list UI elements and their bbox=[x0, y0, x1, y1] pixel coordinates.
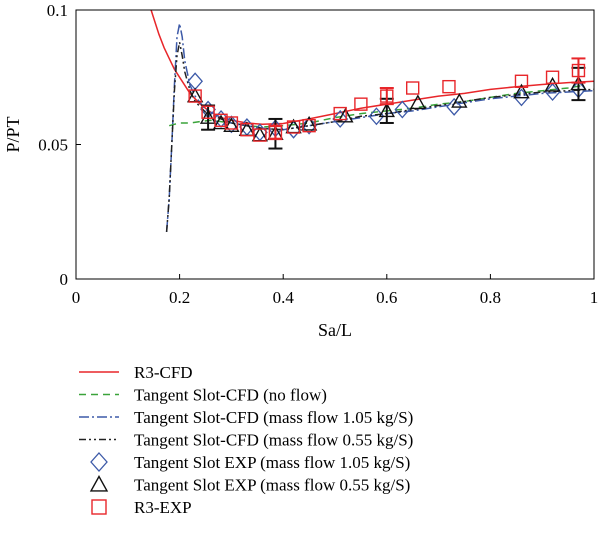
series-tangent-slot-exp-mass-flow-0-55-kg-s bbox=[186, 66, 587, 150]
data-point bbox=[378, 102, 395, 118]
legend-item: Tangent Slot EXP (mass flow 1.05 kg/S) bbox=[90, 452, 410, 472]
legend-marker-swatch bbox=[90, 452, 108, 472]
legend-label: R3-EXP bbox=[134, 498, 192, 517]
series-line bbox=[150, 9, 594, 126]
legend-marker-swatch bbox=[91, 499, 107, 515]
series-line bbox=[169, 84, 584, 128]
series-line bbox=[165, 23, 594, 232]
data-point bbox=[446, 97, 463, 116]
x-tick-label: 0 bbox=[72, 288, 81, 307]
series-r3-exp bbox=[188, 57, 586, 142]
legend-item: R3-EXP bbox=[91, 498, 192, 517]
series-r3-cfd bbox=[150, 9, 594, 126]
plot-area bbox=[150, 9, 594, 232]
data-point bbox=[545, 70, 560, 84]
x-axis-label: Sa/L bbox=[318, 320, 352, 340]
legend-label: Tangent Slot-CFD (no flow) bbox=[134, 386, 327, 405]
data-point bbox=[406, 81, 420, 95]
data-point bbox=[253, 128, 267, 142]
data-point bbox=[451, 93, 468, 108]
x-tick-label: 1 bbox=[590, 288, 599, 307]
y-tick-label: 0.05 bbox=[38, 136, 68, 155]
data-point bbox=[240, 123, 254, 137]
legend-marker-swatch bbox=[89, 475, 109, 492]
data-point bbox=[300, 115, 318, 131]
data-point bbox=[571, 63, 586, 78]
axes: 0 0.2 0.4 0.6 0.8 1 0 0.05 0.1 Sa/L P/PT bbox=[3, 1, 598, 340]
x-tick-label: 0.8 bbox=[480, 288, 501, 307]
legend-label: Tangent Slot-CFD (mass flow 0.55 kg/S) bbox=[134, 431, 413, 450]
data-point bbox=[544, 83, 561, 102]
data-point bbox=[224, 116, 239, 130]
legend-item: Tangent Slot-CFD (no flow) bbox=[79, 386, 327, 405]
axes-frame bbox=[75, 9, 595, 280]
data-point bbox=[223, 117, 240, 132]
legend-label: Tangent Slot EXP (mass flow 1.05 kg/S) bbox=[134, 453, 410, 472]
data-point bbox=[268, 125, 283, 140]
data-point bbox=[188, 89, 202, 103]
data-point bbox=[513, 83, 530, 99]
data-point bbox=[333, 106, 347, 121]
x-tick-label: 0.2 bbox=[169, 288, 190, 307]
legend-item: R3-CFD bbox=[79, 363, 193, 382]
series-tangent-slot-cfd-mass-flow-0-55-kg-s bbox=[165, 42, 594, 232]
legend-label: Tangent Slot-CFD (mass flow 1.05 kg/S) bbox=[134, 408, 413, 427]
legend-item: Tangent Slot-CFD (mass flow 0.55 kg/S) bbox=[79, 431, 413, 450]
data-point bbox=[337, 107, 354, 123]
y-axis-label: P/PT bbox=[3, 116, 23, 152]
data-point bbox=[409, 94, 427, 110]
data-point bbox=[199, 109, 217, 124]
x-tick-label: 0.6 bbox=[376, 288, 397, 307]
series-tangent-slot-cfd-no-flow bbox=[169, 84, 584, 128]
data-point bbox=[332, 109, 349, 128]
data-point bbox=[442, 79, 456, 94]
data-point bbox=[354, 97, 368, 111]
data-point bbox=[212, 114, 230, 130]
legend-item: Tangent Slot-CFD (mass flow 1.05 kg/S) bbox=[79, 408, 413, 427]
data-point bbox=[302, 118, 316, 133]
x-tick-label: 0.4 bbox=[273, 288, 295, 307]
legend-label: Tangent Slot EXP (mass flow 0.55 kg/S) bbox=[134, 476, 410, 495]
legend: R3-CFD Tangent Slot-CFD (no flow) Tangent … bbox=[79, 363, 413, 517]
data-point bbox=[380, 89, 394, 103]
x-ticks: 0 0.2 0.4 0.6 0.8 1 bbox=[72, 274, 599, 307]
data-point bbox=[544, 76, 561, 92]
series-line bbox=[165, 42, 594, 232]
series-tangent-slot-cfd-mass-flow-1-05-kg-s bbox=[165, 23, 594, 232]
y-tick-label: 0 bbox=[60, 270, 69, 289]
data-point bbox=[514, 74, 529, 88]
y-tick-label: 0.1 bbox=[47, 1, 68, 20]
legend-item: Tangent Slot EXP (mass flow 0.55 kg/S) bbox=[89, 475, 410, 495]
data-point bbox=[201, 105, 215, 119]
data-point bbox=[286, 120, 301, 134]
data-point bbox=[214, 113, 228, 127]
data-point bbox=[394, 100, 411, 119]
legend-label: R3-CFD bbox=[134, 363, 193, 382]
data-point bbox=[301, 116, 317, 135]
y-ticks: 0 0.05 0.1 bbox=[38, 1, 81, 289]
